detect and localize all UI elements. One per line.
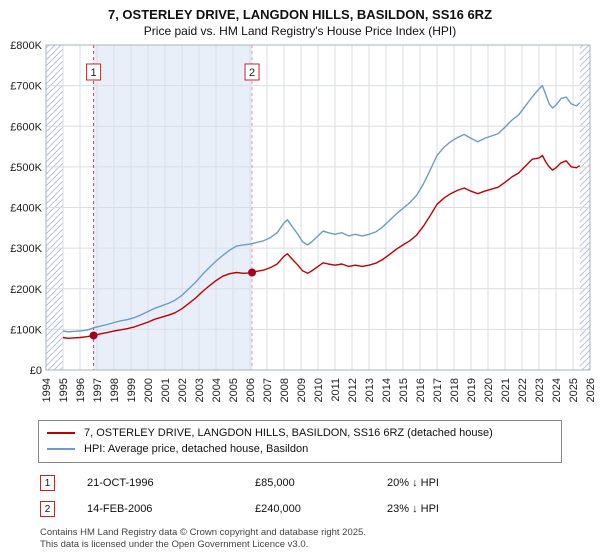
x-axis-tick-label: 2019 [466, 378, 478, 402]
page-title: 7, OSTERLEY DRIVE, LANGDON HILLS, BASILD… [107, 7, 493, 22]
x-axis-tick-label: 2024 [551, 378, 563, 402]
chart-legend: 7, OSTERLEY DRIVE, LANGDON HILLS, BASILD… [38, 420, 562, 463]
x-axis-tick-label: 2003 [194, 378, 206, 402]
x-axis-tick-label: 2018 [449, 378, 461, 402]
sale-marker-dot [248, 268, 257, 277]
transaction-1-date: 21-OCT-1996 [87, 477, 154, 489]
y-axis-tick-label: £800K [10, 40, 42, 52]
y-axis-tick-label: £200K [10, 284, 42, 296]
legend-label-property: 7, OSTERLEY DRIVE, LANGDON HILLS, BASILD… [84, 427, 493, 439]
transaction-1-price: £85,000 [255, 477, 295, 489]
x-axis-tick-label: 2022 [517, 378, 529, 402]
x-axis-tick-label: 2021 [500, 378, 512, 402]
price-chart-svg: £0 £100K £200K £300K £400K £500K £600K £700K £80… [10, 40, 597, 402]
legend-swatch-property [47, 432, 75, 434]
x-axis-tick-label: 2000 [143, 378, 155, 402]
legend-item-hpi: HPI: Average price, detached house, Basi… [47, 441, 553, 457]
x-axis-tick-label: 2004 [211, 378, 223, 402]
transaction-1-number-badge: 1 [40, 475, 55, 491]
x-axis-tick-label: 2005 [228, 378, 240, 402]
y-axis-tick-label: £500K [10, 162, 42, 174]
x-axis-tick-label: 1999 [126, 378, 138, 402]
x-axis-tick-label: 2001 [160, 378, 172, 402]
series-line-property [62, 154, 581, 339]
x-axis-tick-label: 2025 [568, 378, 580, 402]
transaction-row-1: 1 21-OCT-1996 £85,000 20% ↓ HPI [40, 475, 562, 491]
plot-border [45, 44, 591, 371]
x-axis-tick-label: 1995 [58, 378, 70, 402]
transaction-2-date: 14-FEB-2006 [87, 503, 153, 515]
x-axis-tick-label: 2013 [364, 378, 376, 402]
x-axis-tick-label: 2010 [313, 378, 325, 402]
y-axis-tick-label: £700K [10, 81, 42, 93]
y-axis-tick-label: £300K [10, 243, 42, 255]
x-axis-tick-label: 2012 [347, 378, 359, 402]
x-axis-tick-label: 2009 [296, 378, 308, 402]
series-line-hpi [62, 84, 581, 333]
transaction-2-hpi-diff: 23% ↓ HPI [387, 503, 439, 515]
x-axis-tick-label: 2014 [381, 378, 393, 402]
sale-number-label: 1 [91, 67, 97, 79]
x-axis-tick-label: 2002 [177, 378, 189, 402]
page-subtitle: Price paid vs. HM Land Registry's House … [143, 24, 457, 38]
sale-marker-dot [89, 331, 98, 340]
y-axis-tick-label: £0 [30, 365, 42, 377]
y-axis-tick-label: £400K [10, 203, 42, 215]
price-chart: £0 £100K £200K £300K £400K £500K £600K £700K £80… [0, 40, 600, 408]
sale-number-label: 2 [249, 67, 255, 79]
x-axis-tick-label: 2020 [483, 378, 495, 402]
transactions-table: 1 21-OCT-1996 £85,000 20% ↓ HPI 2 14-FEB… [40, 475, 562, 517]
x-axis-tick-label: 2017 [432, 378, 444, 402]
x-axis-tick-label: 1997 [92, 378, 104, 402]
x-axis-tick-label: 2008 [279, 378, 291, 402]
sale-number-box [244, 63, 260, 81]
x-axis-tick-label: 1994 [41, 378, 53, 402]
y-axis-tick-label: £600K [10, 121, 42, 133]
sale-number-box [86, 63, 102, 81]
footer-line-1: Contains HM Land Registry data © Crown c… [40, 527, 366, 538]
x-axis-tick-label: 1998 [109, 378, 121, 402]
copyright-footer: Contains HM Land Registry data © Crown c… [40, 527, 562, 551]
x-axis-tick-label: 2023 [534, 378, 546, 402]
x-axis-tick-label: 1996 [75, 378, 87, 402]
legend-label-hpi: HPI: Average price, detached house, Basi… [84, 443, 309, 455]
footer-line-2: This data is licensed under the Open Gov… [40, 539, 309, 550]
x-axis-tick-label: 2007 [262, 378, 274, 402]
transaction-1-hpi-diff: 20% ↓ HPI [387, 477, 439, 489]
x-axis-tick-label: 2015 [398, 378, 410, 402]
transaction-2-number-badge: 2 [40, 501, 55, 517]
legend-swatch-hpi [47, 448, 75, 450]
transaction-2-price: £240,000 [255, 503, 301, 515]
x-axis-tick-label: 2006 [245, 378, 257, 402]
x-axis-tick-label: 2016 [415, 378, 427, 402]
x-axis-tick-label: 2026 [585, 378, 597, 402]
transaction-row-2: 2 14-FEB-2006 £240,000 23% ↓ HPI [40, 501, 562, 517]
x-axis-tick-label: 2011 [330, 378, 342, 402]
y-axis-tick-label: £100K [10, 324, 42, 336]
legend-item-property: 7, OSTERLEY DRIVE, LANGDON HILLS, BASILD… [47, 425, 553, 441]
